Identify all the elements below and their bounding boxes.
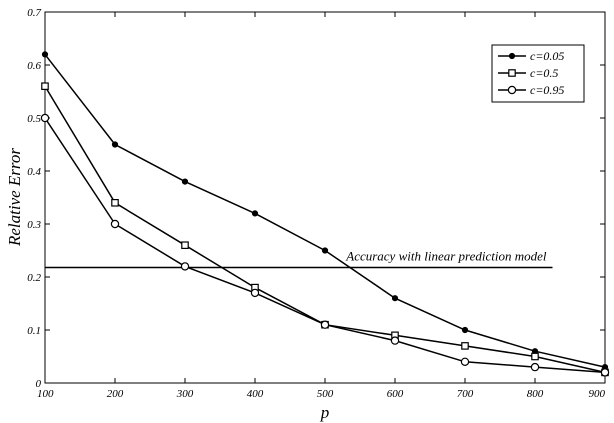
legend-label: c=0.5	[530, 66, 558, 80]
legend-marker	[507, 85, 517, 95]
legend-marker	[508, 69, 516, 77]
y-tick-label: 0.2	[27, 272, 41, 284]
x-tick-label: 300	[176, 388, 194, 400]
data-point-series-3	[250, 288, 260, 298]
x-tick-label: 400	[247, 388, 264, 400]
y-axis-title: Relative Error	[5, 148, 24, 247]
legend-marker	[508, 52, 516, 60]
y-tick-label: 0.7	[27, 7, 41, 19]
x-tick-label: 900	[589, 388, 606, 400]
y-tick-label: 0	[36, 378, 42, 390]
y-tick-label: 0.1	[27, 325, 41, 337]
data-point-series-2	[461, 342, 469, 350]
y-tick-label: 0.6	[27, 60, 41, 72]
data-point-series-3	[40, 113, 50, 123]
y-tick-label: 0.3	[27, 219, 41, 231]
x-tick-label: 200	[107, 388, 124, 400]
x-tick-label: 700	[457, 388, 474, 400]
y-tick-label: 0.5	[27, 113, 41, 125]
data-point-series-3	[390, 336, 400, 345]
legend: c=0.05 c=0.5 c=0.95	[491, 44, 585, 103]
data-point-series-3	[180, 262, 190, 271]
reference-line-label: Accuracy with linear prediction model	[345, 248, 547, 263]
data-point-series-3	[600, 368, 610, 377]
data-point-series-1	[321, 247, 329, 254]
legend-label: c=0.95	[530, 83, 564, 97]
data-point-series-1	[391, 295, 399, 302]
data-point-series-2	[111, 199, 119, 207]
data-point-series-1	[251, 210, 259, 217]
data-point-series-1	[41, 51, 49, 58]
data-point-series-1	[111, 141, 119, 148]
series-line-3	[44, 117, 606, 374]
data-point-series-2	[41, 82, 49, 91]
x-tick-label: 600	[387, 388, 404, 400]
data-point-series-1	[461, 326, 469, 334]
data-point-series-1	[181, 178, 189, 185]
series-group	[40, 51, 610, 377]
legend-label: c=0.05	[530, 49, 564, 63]
data-point-series-2	[531, 352, 539, 361]
data-point-series-3	[460, 357, 470, 366]
reference-line-group: Accuracy with linear prediction model	[45, 248, 553, 269]
x-axis-title: p	[320, 403, 330, 422]
axis-ticks: 100 200 300 400 500 600 700 800 900 0 0.1 0.2 0.3 0.4…	[27, 7, 606, 400]
data-point-series-3	[530, 362, 540, 372]
x-tick-label: 500	[317, 388, 334, 400]
data-point-series-3	[110, 219, 120, 229]
x-tick-label: 100	[37, 388, 54, 400]
x-tick-label: 800	[527, 388, 544, 400]
legend-box	[491, 44, 585, 103]
data-point-series-3	[320, 320, 330, 329]
series-line-2	[44, 85, 606, 374]
data-point-series-2	[181, 241, 189, 250]
y-tick-label: 0.4	[27, 166, 41, 178]
